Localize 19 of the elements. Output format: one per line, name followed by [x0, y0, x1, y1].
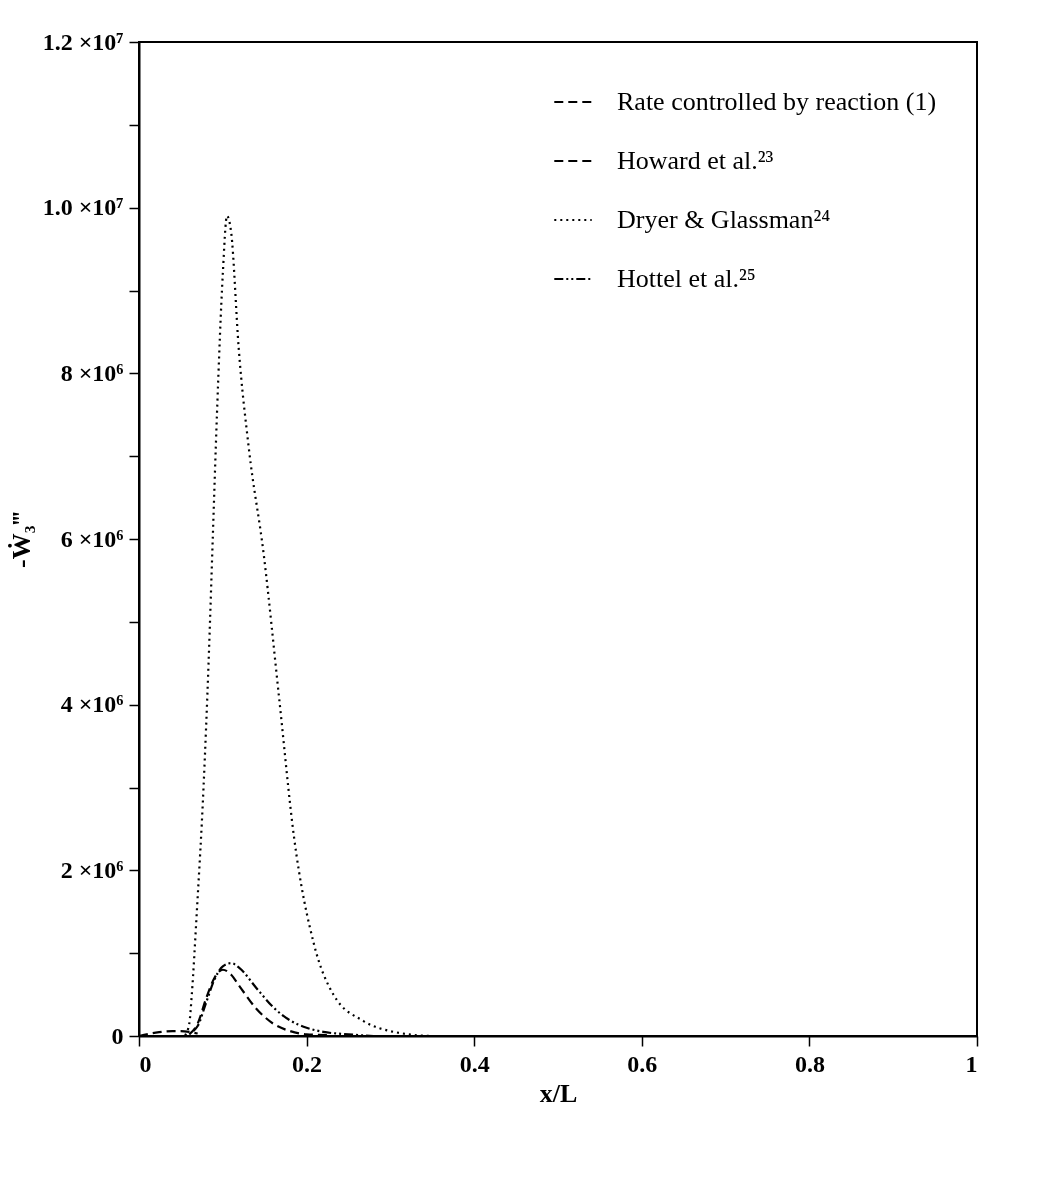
y-tick-label: 1.0 ×10⁷	[42, 194, 124, 221]
y-tick-label: 2 ×10⁶	[60, 856, 124, 883]
x-tick-label: 0.2	[292, 1050, 323, 1077]
x-tick-label: 0.6	[627, 1050, 658, 1077]
y-tick-label: 1.2 ×10⁷	[42, 28, 124, 55]
legend-label: Howard et al.²³	[617, 146, 774, 175]
y-tick-label: 8 ×10⁶	[60, 359, 124, 386]
y-axis-title: -Ẇ₃‴	[6, 511, 36, 568]
legend-label: Rate controlled by reaction (1)	[617, 87, 937, 116]
x-tick-label: 1	[965, 1050, 978, 1077]
y-tick-label: 6 ×10⁶	[60, 525, 124, 552]
legend-label: Dryer & Glassman²⁴	[617, 205, 831, 234]
x-tick-label: 0.8	[794, 1050, 825, 1077]
y-tick-label: 4 ×10⁶	[60, 691, 124, 718]
x-tick-label: 0.4	[459, 1050, 490, 1077]
x-tick-label: 0	[139, 1050, 152, 1077]
y-tick-label: 0	[111, 1022, 124, 1049]
legend-label: Hottel et al.²⁵	[617, 264, 756, 293]
x-axis-title: x/L	[539, 1078, 578, 1108]
